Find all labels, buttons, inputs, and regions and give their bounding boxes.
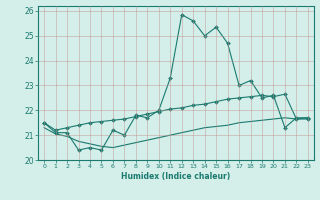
X-axis label: Humidex (Indice chaleur): Humidex (Indice chaleur) (121, 172, 231, 181)
